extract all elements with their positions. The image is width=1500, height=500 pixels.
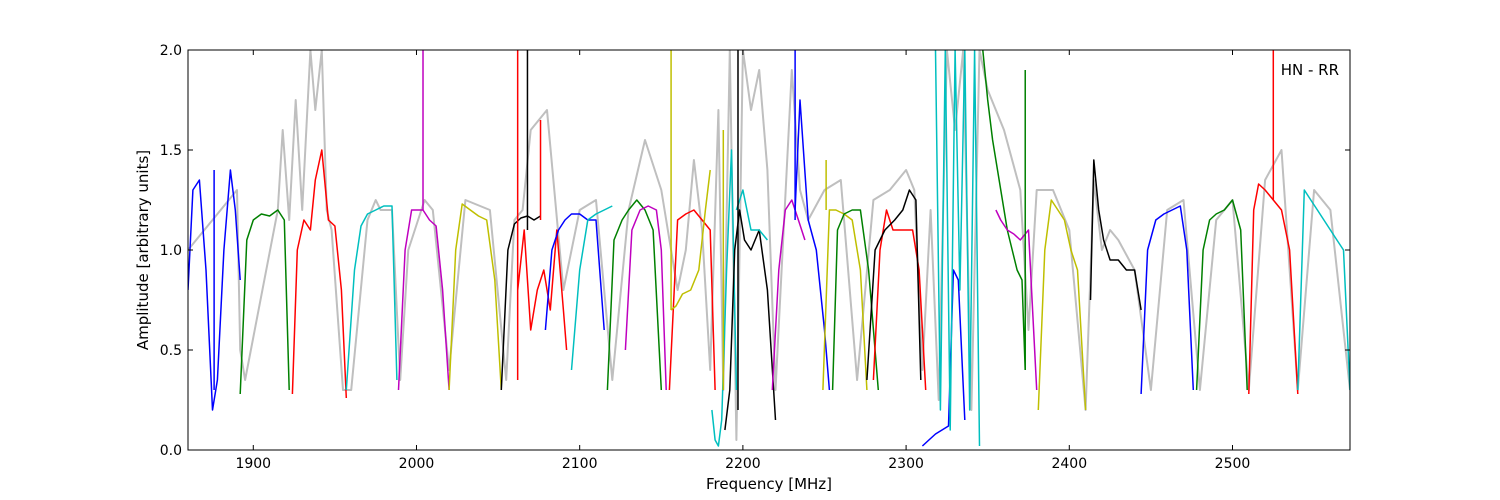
y-tick-label: 0.5 [160, 343, 182, 359]
series-line-24 [921, 269, 966, 447]
series-line-31 [1195, 199, 1248, 391]
series-line-21 [831, 209, 880, 391]
background-trace-layer [188, 50, 1350, 441]
x-tick-label: 2200 [725, 456, 761, 472]
x-tick-label: 2100 [562, 456, 598, 472]
y-axis-label: Amplitude [arbitrary units] [134, 150, 152, 350]
series-line-10 [570, 205, 613, 371]
series-line-8 [516, 229, 568, 351]
y-tick-label: 2.0 [160, 43, 182, 59]
x-tick-label: 2500 [1215, 456, 1251, 472]
x-tick-label: 2300 [888, 456, 924, 472]
series-line-15 [711, 149, 738, 447]
background-trace-line [188, 50, 1350, 441]
series-line-14 [670, 169, 711, 311]
series-line-9 [544, 213, 605, 331]
x-axis-label: Frequency [MHz] [706, 475, 832, 493]
x-tick-label: 2400 [1051, 456, 1087, 472]
series-line-4 [345, 205, 398, 391]
series-line-2 [239, 209, 290, 395]
y-tick-label: 1.0 [160, 243, 182, 259]
series-line-7 [500, 215, 541, 391]
series-line-30 [1140, 205, 1195, 395]
x-tick-label: 2000 [399, 456, 435, 472]
series-line-3 [291, 149, 348, 399]
y-tick-label: 1.5 [160, 143, 182, 159]
series-line-25 [934, 50, 981, 447]
series-line-11 [606, 199, 663, 391]
series-line-18 [771, 199, 806, 391]
series-line-29 [1089, 159, 1142, 311]
series-line-1 [188, 169, 241, 411]
y-tick-label: 0.0 [160, 443, 182, 459]
chart-annotation: HN - RR [1281, 61, 1339, 79]
spike-layer [213, 50, 1275, 410]
series-line-27 [995, 209, 1038, 391]
series-line-26 [982, 50, 1026, 371]
series-line-12 [624, 205, 667, 391]
x-axis-ticks: 1900 2000 2100 2200 2300 2400 2500 [235, 50, 1250, 472]
x-tick-label: 1900 [235, 456, 271, 472]
series-line-33 [1297, 189, 1350, 391]
y-axis-ticks: 0.0 0.5 1.0 1.5 2.0 [160, 43, 1350, 459]
series-line-6 [448, 203, 503, 391]
series-line-32 [1248, 183, 1299, 395]
series-line-28 [1037, 199, 1087, 411]
series-line-23 [866, 189, 922, 381]
plot-area [188, 50, 1350, 447]
series-line-13 [668, 209, 716, 391]
series-line-16 [724, 209, 777, 431]
series-line-17 [735, 189, 768, 241]
